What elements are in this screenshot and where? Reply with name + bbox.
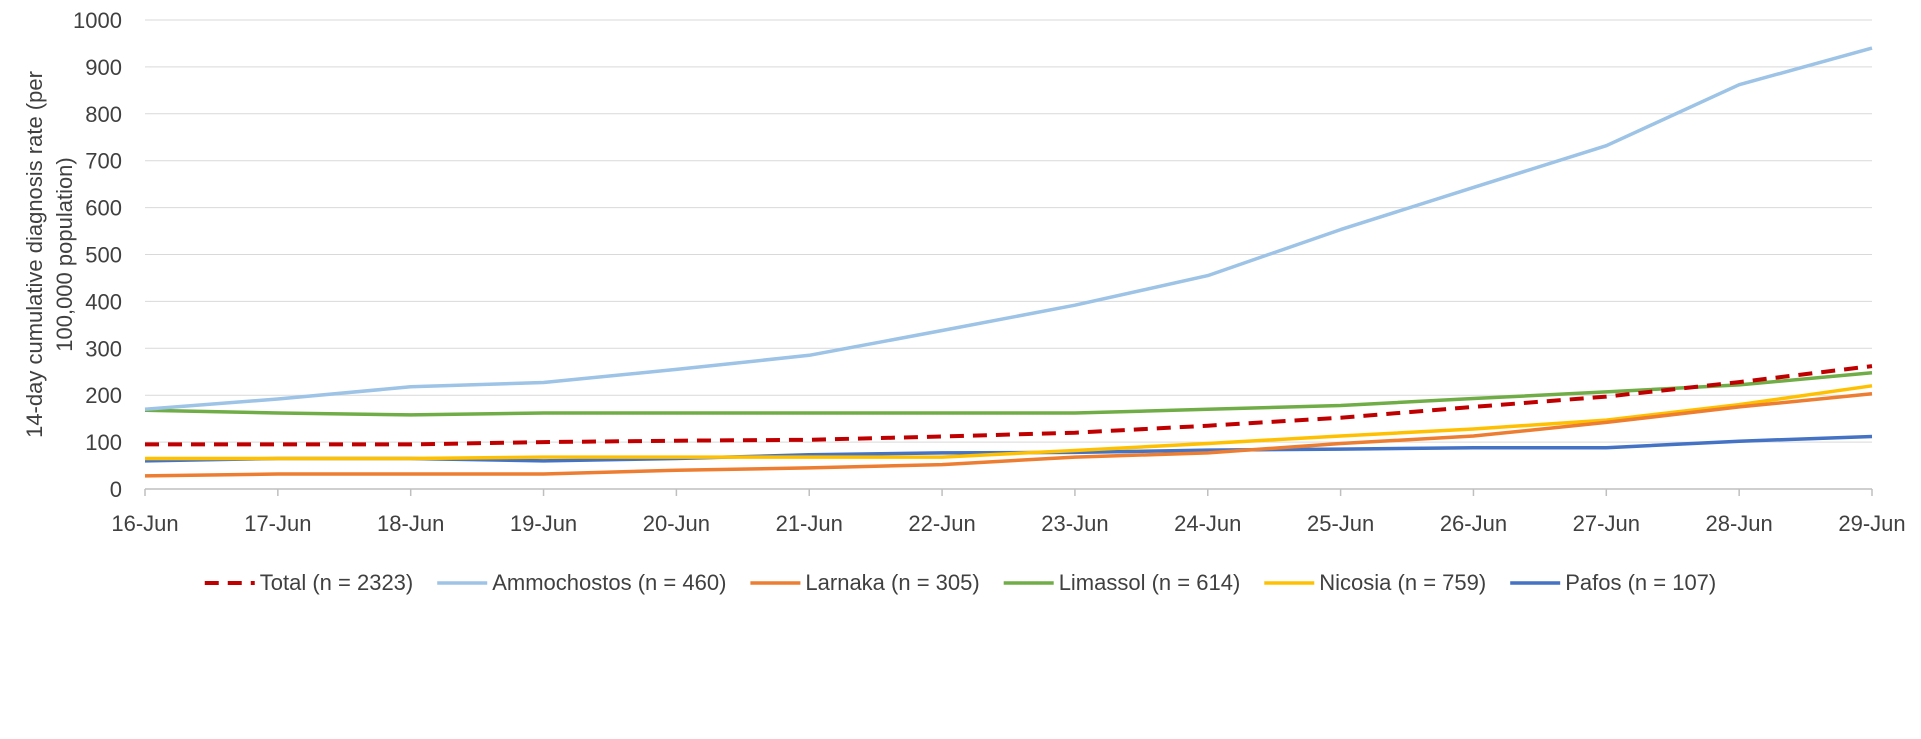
x-tick-label: 29-Jun	[1838, 511, 1905, 536]
y-tick-label: 1000	[73, 8, 122, 33]
x-tick-label: 26-Jun	[1440, 511, 1507, 536]
x-tick-label: 28-Jun	[1706, 511, 1773, 536]
y-tick-label: 600	[85, 196, 122, 221]
legend-item-pafos: Pafos (n = 107)	[1510, 570, 1716, 595]
y-axis-title-line: 100,000 population)	[52, 157, 77, 352]
y-axis-title-line: 14-day cumulative diagnosis rate (per	[22, 71, 47, 438]
y-tick-label: 700	[85, 149, 122, 174]
legend-label: Pafos (n = 107)	[1565, 570, 1716, 595]
legend-label: Ammochostos (n = 460)	[492, 570, 726, 595]
series-line-larnaka	[144, 392, 1873, 478]
x-tick-label: 18-Jun	[377, 511, 444, 536]
y-axis-title: 14-day cumulative diagnosis rate (per 100…	[22, 71, 77, 438]
legend-item-larnaka: Larnaka (n = 305)	[750, 570, 980, 595]
x-tick-label: 27-Jun	[1573, 511, 1640, 536]
y-tick-label: 500	[85, 243, 122, 268]
axes: 0 100 200 300 400 500 600 700 800 900 1000 16-Jun 17…	[73, 8, 1906, 536]
series-line-total	[145, 364, 1873, 447]
x-tick-label: 25-Jun	[1307, 511, 1374, 536]
x-tick-label: 23-Jun	[1041, 511, 1108, 536]
legend-label: Larnaka (n = 305)	[805, 570, 979, 595]
y-tick-label: 0	[110, 477, 122, 502]
series-line-nicosia	[145, 384, 1873, 461]
y-tick-label: 900	[85, 55, 122, 80]
x-tick-label: 24-Jun	[1174, 511, 1241, 536]
legend-item-limassol: Limassol (n = 614)	[1003, 570, 1241, 595]
x-tick-label: 17-Jun	[244, 511, 311, 536]
x-tick-label: 21-Jun	[776, 511, 843, 536]
x-tick-label: 16-Jun	[111, 511, 178, 536]
legend-label: Nicosia (n = 759)	[1319, 570, 1486, 595]
y-tick-label: 300	[85, 336, 122, 361]
y-tick-label: 800	[85, 102, 122, 127]
legend-item-nicosia: Nicosia (n = 759)	[1264, 570, 1486, 595]
legend-label: Limassol (n = 614)	[1059, 570, 1241, 595]
series-line-limassol	[144, 370, 1873, 417]
legend-label: Total (n = 2323)	[260, 570, 413, 595]
series-line-ammochostos	[144, 46, 1873, 412]
x-tick-label: 20-Jun	[643, 511, 710, 536]
legend-item-ammochostos: Ammochostos (n = 460)	[437, 570, 726, 595]
y-tick-label: 200	[85, 383, 122, 408]
series-lines	[144, 46, 1873, 478]
x-tick-label: 22-Jun	[908, 511, 975, 536]
gridlines	[145, 19, 1872, 443]
legend-item-total: Total (n = 2323)	[204, 570, 413, 595]
y-tick-label: 400	[85, 289, 122, 314]
legend: Total (n = 2323) Ammochostos (n = 460) Lar…	[204, 570, 1716, 595]
y-tick-label: 100	[85, 430, 122, 455]
x-tick-label: 19-Jun	[510, 511, 577, 536]
